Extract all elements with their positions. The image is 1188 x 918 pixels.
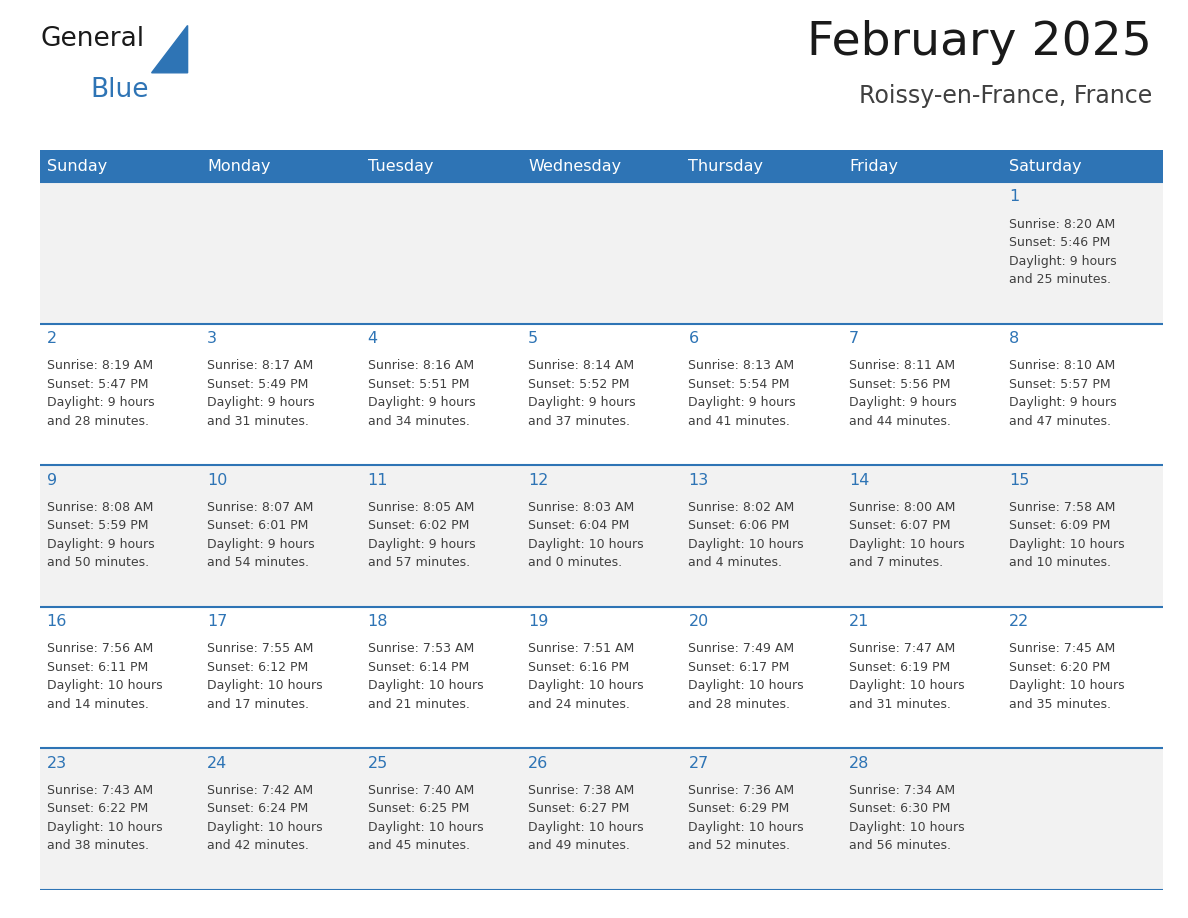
Text: Sunrise: 7:53 AM
Sunset: 6:14 PM
Daylight: 10 hours
and 21 minutes.: Sunrise: 7:53 AM Sunset: 6:14 PM Dayligh… <box>367 643 484 711</box>
Text: Sunrise: 7:51 AM
Sunset: 6:16 PM
Daylight: 10 hours
and 24 minutes.: Sunrise: 7:51 AM Sunset: 6:16 PM Dayligh… <box>527 643 644 711</box>
Text: Sunrise: 7:36 AM
Sunset: 6:29 PM
Daylight: 10 hours
and 52 minutes.: Sunrise: 7:36 AM Sunset: 6:29 PM Dayligh… <box>689 784 804 853</box>
Text: 24: 24 <box>207 756 227 771</box>
Text: February 2025: February 2025 <box>808 20 1152 65</box>
Text: Sunrise: 8:11 AM
Sunset: 5:56 PM
Daylight: 9 hours
and 44 minutes.: Sunrise: 8:11 AM Sunset: 5:56 PM Dayligh… <box>849 359 956 428</box>
Text: 10: 10 <box>207 473 228 487</box>
Bar <box>40 324 1163 465</box>
Text: 27: 27 <box>689 756 709 771</box>
Text: 28: 28 <box>849 756 870 771</box>
Text: Tuesday: Tuesday <box>367 159 434 174</box>
Text: Sunrise: 8:05 AM
Sunset: 6:02 PM
Daylight: 9 hours
and 57 minutes.: Sunrise: 8:05 AM Sunset: 6:02 PM Dayligh… <box>367 500 475 569</box>
Bar <box>40 465 1163 607</box>
Text: Sunrise: 7:49 AM
Sunset: 6:17 PM
Daylight: 10 hours
and 28 minutes.: Sunrise: 7:49 AM Sunset: 6:17 PM Dayligh… <box>689 643 804 711</box>
Text: Sunrise: 7:40 AM
Sunset: 6:25 PM
Daylight: 10 hours
and 45 minutes.: Sunrise: 7:40 AM Sunset: 6:25 PM Dayligh… <box>367 784 484 853</box>
Text: Sunrise: 8:03 AM
Sunset: 6:04 PM
Daylight: 10 hours
and 0 minutes.: Sunrise: 8:03 AM Sunset: 6:04 PM Dayligh… <box>527 500 644 569</box>
Text: Sunrise: 7:34 AM
Sunset: 6:30 PM
Daylight: 10 hours
and 56 minutes.: Sunrise: 7:34 AM Sunset: 6:30 PM Dayligh… <box>849 784 965 853</box>
Bar <box>361 150 522 182</box>
Text: Roissy-en-France, France: Roissy-en-France, France <box>859 84 1152 107</box>
Text: 2: 2 <box>46 331 57 346</box>
Text: 26: 26 <box>527 756 549 771</box>
Text: 17: 17 <box>207 614 228 629</box>
Text: Sunrise: 8:16 AM
Sunset: 5:51 PM
Daylight: 9 hours
and 34 minutes.: Sunrise: 8:16 AM Sunset: 5:51 PM Dayligh… <box>367 359 475 428</box>
Text: Sunrise: 8:00 AM
Sunset: 6:07 PM
Daylight: 10 hours
and 7 minutes.: Sunrise: 8:00 AM Sunset: 6:07 PM Dayligh… <box>849 500 965 569</box>
Text: General: General <box>40 26 144 51</box>
Bar <box>40 748 1163 890</box>
Text: 7: 7 <box>849 331 859 346</box>
Text: Sunrise: 8:17 AM
Sunset: 5:49 PM
Daylight: 9 hours
and 31 minutes.: Sunrise: 8:17 AM Sunset: 5:49 PM Dayligh… <box>207 359 315 428</box>
Text: 5: 5 <box>527 331 538 346</box>
Bar <box>682 150 842 182</box>
Bar <box>40 150 201 182</box>
Text: 23: 23 <box>46 756 67 771</box>
Text: Thursday: Thursday <box>689 159 764 174</box>
Text: 22: 22 <box>1010 614 1030 629</box>
Text: 21: 21 <box>849 614 870 629</box>
Text: Sunday: Sunday <box>46 159 107 174</box>
Text: 9: 9 <box>46 473 57 487</box>
Text: 4: 4 <box>367 331 378 346</box>
Text: Sunrise: 7:56 AM
Sunset: 6:11 PM
Daylight: 10 hours
and 14 minutes.: Sunrise: 7:56 AM Sunset: 6:11 PM Dayligh… <box>46 643 163 711</box>
Text: Monday: Monday <box>207 159 271 174</box>
Text: 25: 25 <box>367 756 387 771</box>
Text: 11: 11 <box>367 473 388 487</box>
Text: 16: 16 <box>46 614 67 629</box>
Text: Sunrise: 8:02 AM
Sunset: 6:06 PM
Daylight: 10 hours
and 4 minutes.: Sunrise: 8:02 AM Sunset: 6:06 PM Dayligh… <box>689 500 804 569</box>
Text: Sunrise: 8:14 AM
Sunset: 5:52 PM
Daylight: 9 hours
and 37 minutes.: Sunrise: 8:14 AM Sunset: 5:52 PM Dayligh… <box>527 359 636 428</box>
Text: 13: 13 <box>689 473 709 487</box>
Bar <box>201 150 361 182</box>
Text: Sunrise: 8:13 AM
Sunset: 5:54 PM
Daylight: 9 hours
and 41 minutes.: Sunrise: 8:13 AM Sunset: 5:54 PM Dayligh… <box>689 359 796 428</box>
Text: 20: 20 <box>689 614 709 629</box>
Text: Sunrise: 7:58 AM
Sunset: 6:09 PM
Daylight: 10 hours
and 10 minutes.: Sunrise: 7:58 AM Sunset: 6:09 PM Dayligh… <box>1010 500 1125 569</box>
Text: Sunrise: 8:20 AM
Sunset: 5:46 PM
Daylight: 9 hours
and 25 minutes.: Sunrise: 8:20 AM Sunset: 5:46 PM Dayligh… <box>1010 218 1117 286</box>
Text: Wednesday: Wednesday <box>527 159 621 174</box>
Text: Sunrise: 7:42 AM
Sunset: 6:24 PM
Daylight: 10 hours
and 42 minutes.: Sunrise: 7:42 AM Sunset: 6:24 PM Dayligh… <box>207 784 323 853</box>
Text: Sunrise: 8:07 AM
Sunset: 6:01 PM
Daylight: 9 hours
and 54 minutes.: Sunrise: 8:07 AM Sunset: 6:01 PM Dayligh… <box>207 500 315 569</box>
Bar <box>842 150 1003 182</box>
Text: 6: 6 <box>689 331 699 346</box>
Text: Sunrise: 8:08 AM
Sunset: 5:59 PM
Daylight: 9 hours
and 50 minutes.: Sunrise: 8:08 AM Sunset: 5:59 PM Dayligh… <box>46 500 154 569</box>
Bar <box>40 607 1163 748</box>
Text: Saturday: Saturday <box>1010 159 1082 174</box>
Text: Friday: Friday <box>849 159 898 174</box>
Text: 3: 3 <box>207 331 217 346</box>
Text: Sunrise: 8:10 AM
Sunset: 5:57 PM
Daylight: 9 hours
and 47 minutes.: Sunrise: 8:10 AM Sunset: 5:57 PM Dayligh… <box>1010 359 1117 428</box>
Bar <box>522 150 682 182</box>
Text: Sunrise: 7:55 AM
Sunset: 6:12 PM
Daylight: 10 hours
and 17 minutes.: Sunrise: 7:55 AM Sunset: 6:12 PM Dayligh… <box>207 643 323 711</box>
Text: Sunrise: 7:43 AM
Sunset: 6:22 PM
Daylight: 10 hours
and 38 minutes.: Sunrise: 7:43 AM Sunset: 6:22 PM Dayligh… <box>46 784 163 853</box>
Polygon shape <box>152 26 188 73</box>
Text: Sunrise: 8:19 AM
Sunset: 5:47 PM
Daylight: 9 hours
and 28 minutes.: Sunrise: 8:19 AM Sunset: 5:47 PM Dayligh… <box>46 359 154 428</box>
Text: 14: 14 <box>849 473 870 487</box>
Text: 1: 1 <box>1010 189 1019 205</box>
Text: 15: 15 <box>1010 473 1030 487</box>
Text: 12: 12 <box>527 473 549 487</box>
Text: Blue: Blue <box>90 77 148 103</box>
Text: 19: 19 <box>527 614 549 629</box>
Text: 18: 18 <box>367 614 388 629</box>
Bar <box>1003 150 1163 182</box>
Bar <box>40 182 1163 324</box>
Text: Sunrise: 7:38 AM
Sunset: 6:27 PM
Daylight: 10 hours
and 49 minutes.: Sunrise: 7:38 AM Sunset: 6:27 PM Dayligh… <box>527 784 644 853</box>
Text: Sunrise: 7:47 AM
Sunset: 6:19 PM
Daylight: 10 hours
and 31 minutes.: Sunrise: 7:47 AM Sunset: 6:19 PM Dayligh… <box>849 643 965 711</box>
Text: 8: 8 <box>1010 331 1019 346</box>
Text: Sunrise: 7:45 AM
Sunset: 6:20 PM
Daylight: 10 hours
and 35 minutes.: Sunrise: 7:45 AM Sunset: 6:20 PM Dayligh… <box>1010 643 1125 711</box>
